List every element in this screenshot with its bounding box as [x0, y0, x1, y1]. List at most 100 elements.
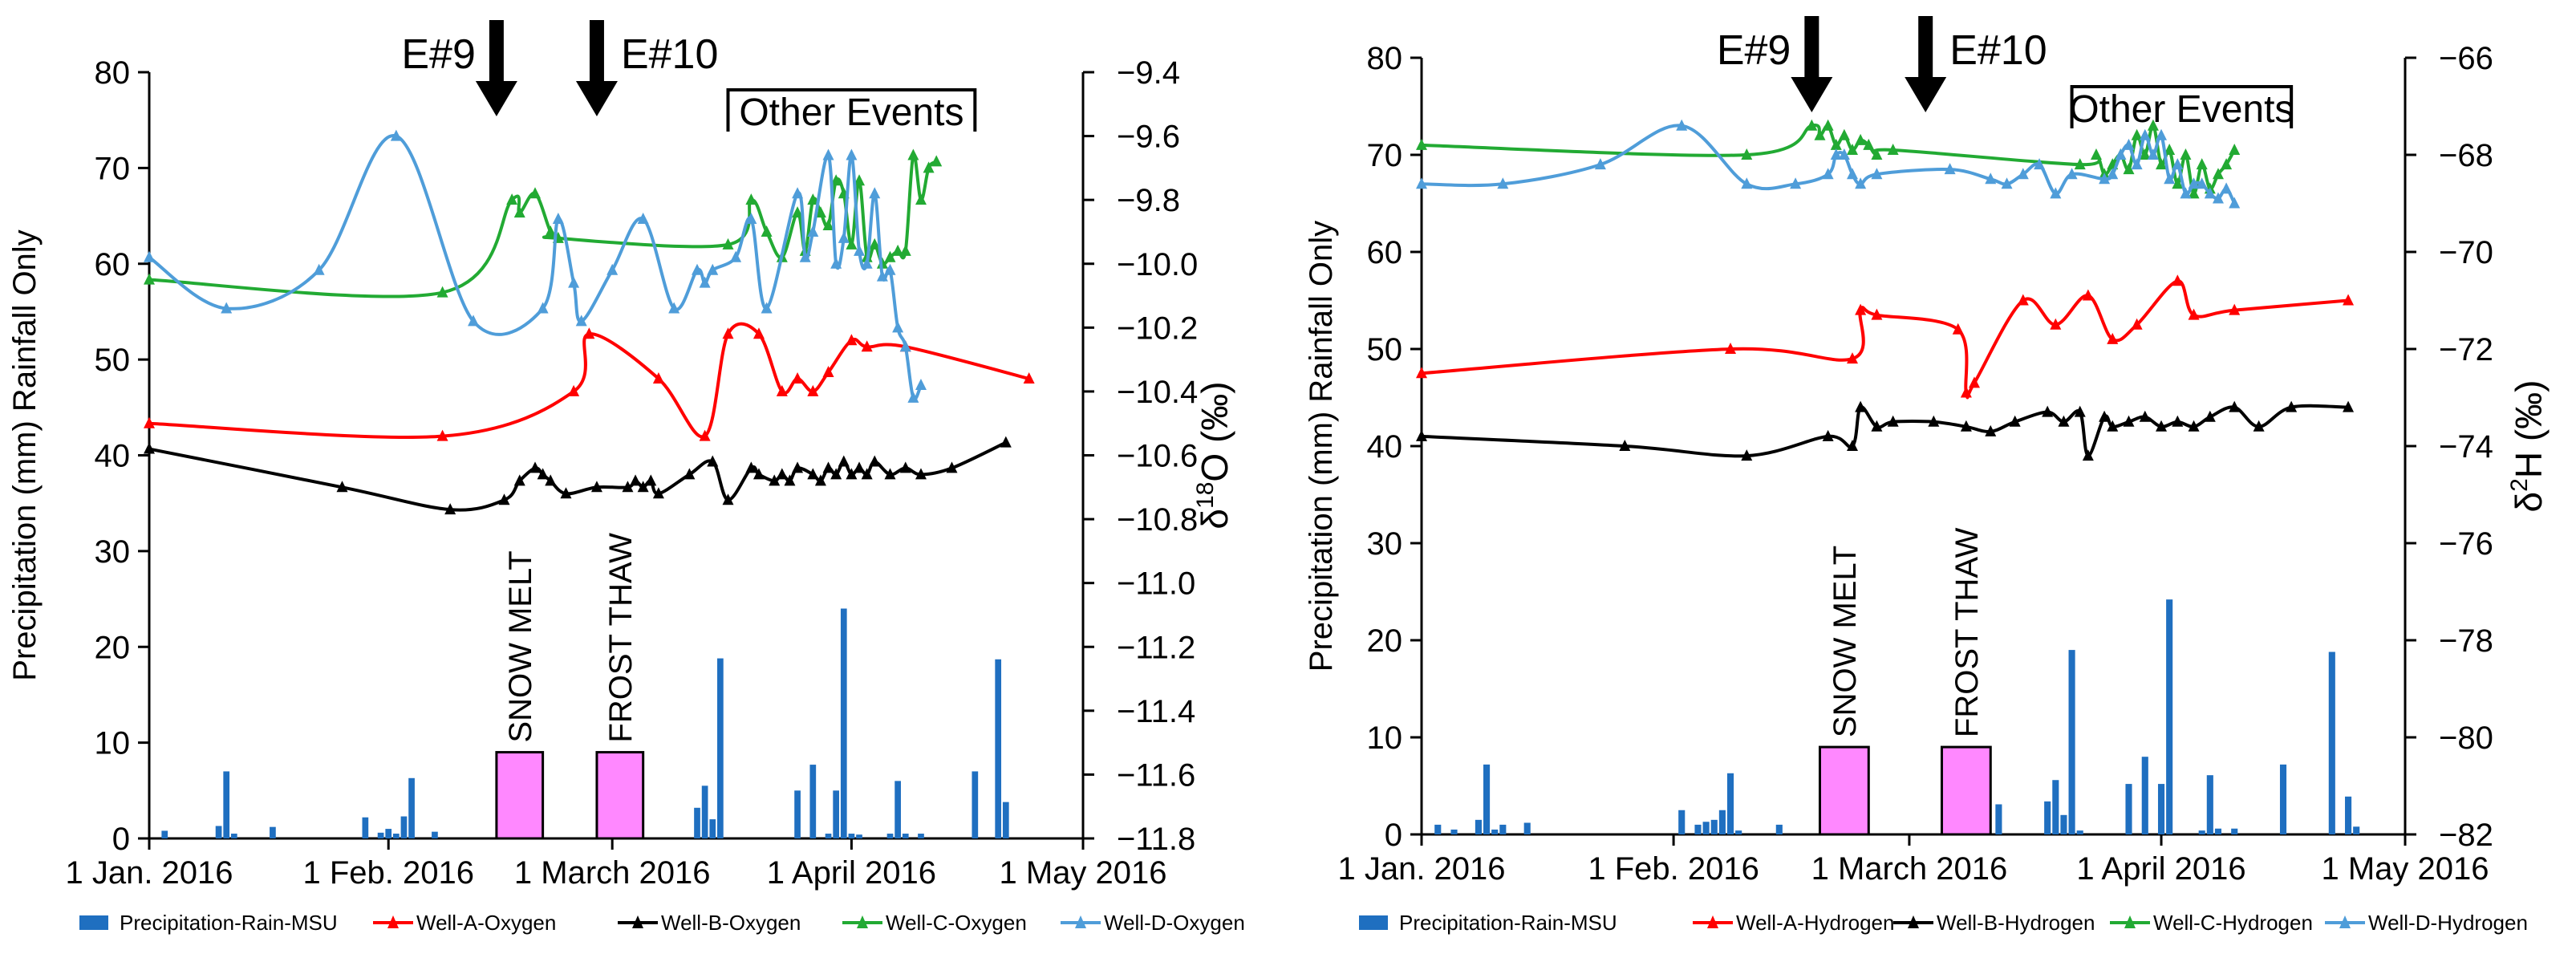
legend-label: Well-B-Hydrogen	[1937, 911, 2095, 935]
precipitation-bar	[2076, 830, 2083, 834]
series-point-marker	[2107, 332, 2119, 344]
series-point-marker	[1928, 415, 1940, 427]
series-point-marker	[1741, 148, 1753, 160]
precipitation-bar	[2214, 828, 2222, 834]
right-y-tick-label: −11.4	[1117, 694, 1195, 729]
series-point-marker	[2156, 420, 2168, 432]
period-label: FROST THAW	[1949, 527, 1985, 737]
series-point-marker	[1497, 177, 1509, 189]
series-point-marker	[1887, 143, 1899, 155]
series-point-marker	[2180, 187, 2192, 199]
precipitation-bar	[856, 834, 862, 838]
series-point-marker	[1806, 119, 1818, 131]
series-point-marker	[692, 263, 704, 275]
series-point-marker	[568, 384, 580, 396]
left-y-tick-label: 20	[95, 630, 131, 665]
series-point-marker	[1416, 367, 1427, 379]
series-point-marker	[498, 493, 510, 505]
legend-swatch-bar	[79, 915, 108, 930]
series-point-marker	[854, 244, 866, 256]
series-point-marker	[892, 244, 904, 256]
series-point-marker	[1594, 158, 1606, 170]
precipitation-bar	[2328, 651, 2335, 834]
legend-swatch-marker	[1908, 915, 1919, 928]
right-y-axis-title-prefix: δ	[1194, 509, 1235, 530]
legend-label: Well-D-Oxygen	[1104, 911, 1245, 935]
series-point-marker	[1790, 177, 1802, 189]
precipitation-bar	[1775, 824, 1783, 834]
series-point-marker	[807, 225, 819, 237]
precipitation-bar	[972, 771, 979, 838]
series-point-marker	[1725, 343, 1737, 354]
series-point-marker	[630, 474, 642, 486]
period-box	[1818, 745, 1870, 836]
series-point-marker	[915, 193, 927, 205]
series-point-marker	[707, 263, 719, 275]
series-point-marker	[1871, 148, 1883, 160]
x-tick-label: 1 May 2016	[2321, 851, 2489, 887]
right-y-tick-label: −66	[2439, 41, 2493, 76]
precipitation-bar	[809, 765, 817, 838]
precipitation-bar	[2279, 764, 2287, 834]
series-point-marker	[606, 263, 619, 275]
series-point-marker	[2139, 410, 2151, 422]
event-arrow-head	[1791, 77, 1833, 112]
precipitation-bar	[2166, 599, 2173, 834]
series-point-marker	[2001, 177, 2013, 189]
series-point-marker	[2286, 400, 2298, 412]
series-point-marker	[221, 302, 233, 314]
x-tick-label: 1 Jan. 2016	[1337, 851, 1505, 887]
series-point-marker	[390, 129, 402, 141]
legend-label: Well-A-Hydrogen	[1736, 911, 1894, 935]
series-point-marker	[838, 231, 850, 243]
precipitation-bar	[825, 834, 832, 838]
series-point-marker	[1838, 148, 1850, 160]
series-point-marker	[899, 244, 911, 256]
series-line	[148, 440, 1007, 512]
series-point-marker	[792, 206, 804, 218]
series-point-marker	[761, 302, 773, 314]
series-point-marker	[2131, 128, 2143, 140]
series-point-marker	[846, 148, 858, 160]
legend-label: Well-C-Oxygen	[886, 911, 1027, 935]
precipitation-bar	[2141, 757, 2148, 834]
series-point-marker	[637, 481, 649, 493]
series-point-marker	[2343, 400, 2355, 412]
series-point-marker	[2164, 143, 2176, 155]
precipitation-bar	[161, 830, 168, 838]
series-line	[1421, 279, 2349, 400]
precipitation-bar	[918, 834, 924, 838]
x-tick-label: 1 Feb. 2016	[1588, 851, 1759, 887]
series-point-marker	[1871, 168, 1883, 180]
left-y-tick-label: 40	[95, 439, 131, 474]
legend-label: Well-A-Oxygen	[416, 911, 556, 935]
left-y-tick-label: 60	[95, 247, 131, 282]
oxygen-chart-panel: 0 10 20 30 40 50 60 70 80 −11.8 −11.6 −11.4 −11.2 −11…	[7, 20, 1245, 935]
series-point-marker	[1871, 420, 1883, 432]
left-y-tick-label: 80	[95, 55, 131, 91]
precipitation-bar	[2345, 796, 2352, 834]
precipitation-bar	[717, 658, 724, 838]
series-point-marker	[2099, 172, 2111, 185]
series-point-marker	[2164, 172, 2176, 185]
series-point-marker	[830, 174, 842, 186]
series-point-marker	[1814, 128, 1826, 140]
series-point-marker	[436, 429, 448, 441]
legend-swatch-marker	[632, 915, 643, 928]
series-point-marker	[814, 206, 826, 218]
precipitation-bar	[694, 807, 700, 838]
series-point-marker	[2139, 128, 2151, 140]
precipitation-bar	[377, 832, 384, 838]
right-y-axis-title-suffix: H (‰)	[2508, 380, 2550, 479]
series-point-marker	[1985, 424, 1997, 436]
series-point-marker	[776, 384, 788, 396]
period-label: SNOW MELT	[503, 550, 538, 742]
series-point-marker	[1619, 440, 1631, 451]
series-point-marker	[1830, 138, 1842, 150]
event-arrow-head	[475, 81, 517, 116]
series-point-marker	[1985, 172, 1997, 185]
series-point-marker	[923, 161, 935, 173]
series-point-marker	[2131, 158, 2143, 170]
left-y-tick-label: 40	[1367, 429, 1403, 465]
series-point-marker	[1855, 400, 1867, 412]
